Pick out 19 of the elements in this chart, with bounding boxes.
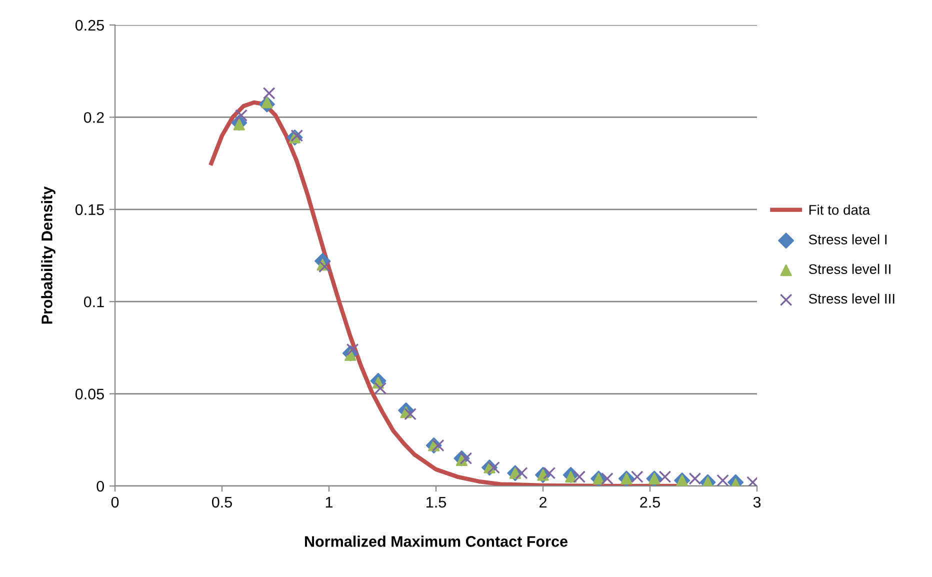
x-tick-label: 2.5 <box>640 496 660 508</box>
y-axis-title: Probability Density <box>41 186 56 324</box>
y-tick-label: 0 <box>96 480 104 492</box>
y-tick-label: 0.25 <box>75 20 104 31</box>
y-tick-label: 0.05 <box>75 388 104 400</box>
legend-label: Stress level III <box>808 293 894 304</box>
x-tick-label: 3 <box>753 496 761 508</box>
legend-label: Fit to data <box>809 204 870 215</box>
x-tick-label: 0.5 <box>212 496 232 508</box>
legend-label: Stress level I <box>808 234 887 244</box>
y-tick-label: 0.15 <box>75 204 104 216</box>
y-tick-label: 0.1 <box>84 296 104 308</box>
x-tick-label: 1.5 <box>426 496 446 508</box>
x-tick-label: 2 <box>540 496 546 508</box>
legend-label: Stress level II <box>808 264 890 274</box>
x-tick-label: 0 <box>111 496 119 508</box>
y-tick-label: 0.2 <box>84 112 104 123</box>
x-axis-title: Normalized Maximum Contact Force <box>305 536 568 547</box>
x-tick-label: 1 <box>326 496 333 508</box>
